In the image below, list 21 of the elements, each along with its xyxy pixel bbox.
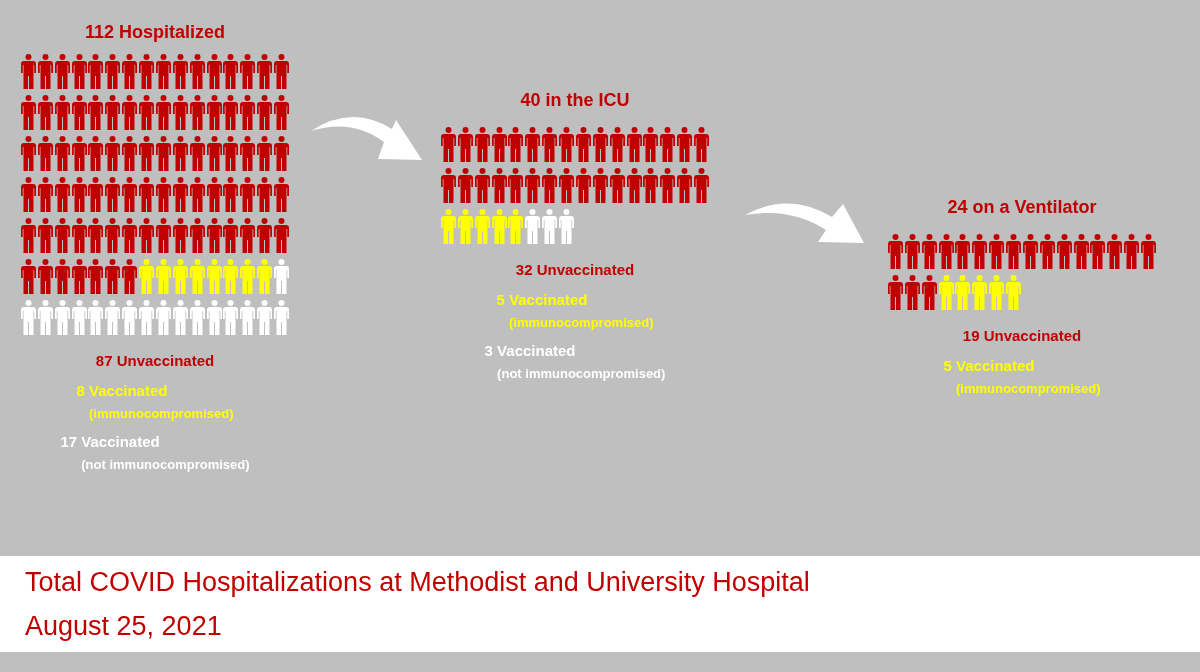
data-label: 5 [496,290,505,308]
text: 24 on a Ventilator [947,197,1097,217]
category-label: Unvaccinated [116,351,215,369]
category-label: Unvaccinated [536,260,635,278]
data-label: 5 [943,356,952,374]
data-label: 17 [60,432,78,450]
category-label: Vaccinated (immunocompromised) [956,356,1101,396]
text: 40 in the ICU [520,90,630,110]
data-label: 87 [95,351,113,369]
text: August 25, 2021 [25,611,222,641]
data-label: 3 [484,341,493,359]
text: Total COVID Hospitalizations at Methodist and University Hospital [25,567,810,597]
data-label: 19 [962,326,980,344]
category-label: Vaccinated (immunocompromised) [89,381,234,421]
data-label: 32 [515,260,533,278]
category-label: Vaccinated (not immunocompromised) [81,432,250,472]
category-label: Unvaccinated [983,326,1082,344]
text: 112 Hospitalized [84,22,226,42]
category-label: Vaccinated (not immunocompromised) [497,341,666,381]
data-label: 8 [76,381,85,399]
category-label: Vaccinated (immunocompromised) [509,290,654,330]
